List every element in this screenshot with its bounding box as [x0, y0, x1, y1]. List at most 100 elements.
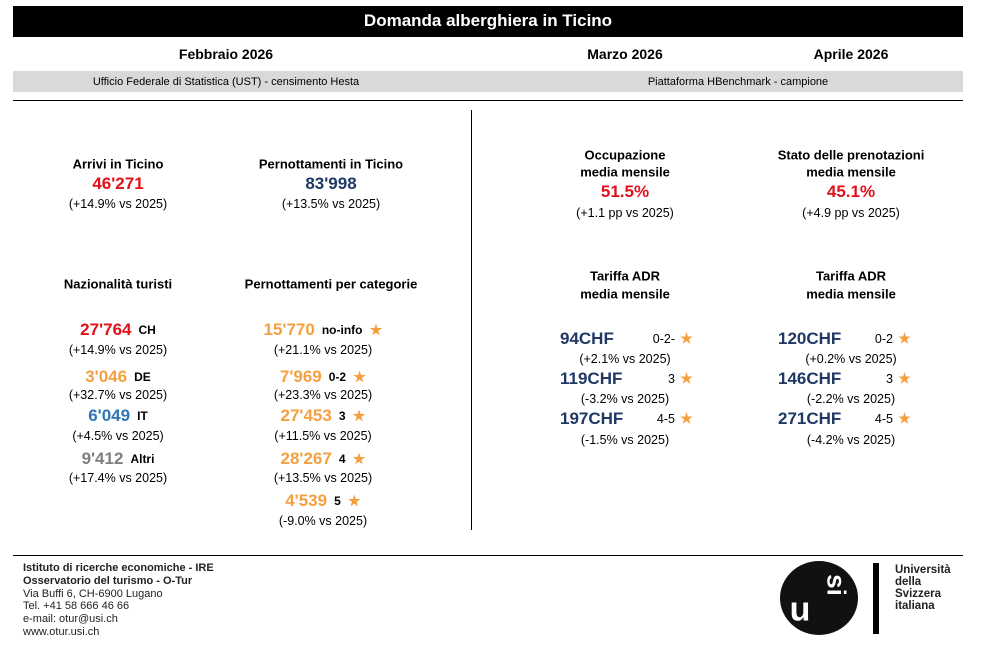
source-bar [13, 71, 963, 92]
value-row: 15'770 no-info [264, 320, 383, 340]
adr-tag: 3 [886, 372, 893, 386]
adr-tag: 0-2 [874, 332, 893, 346]
change: (+4.5% vs 2025) [72, 429, 164, 443]
value: 4'539 [285, 491, 328, 510]
section-label: Tariffa ADR [815, 268, 887, 284]
tag: IT [137, 409, 148, 423]
adr-tag: 0-2- [652, 332, 675, 346]
kpi-value: 83'998 [305, 174, 357, 193]
value: 28'267 [280, 449, 332, 468]
value-row: 7'969 0-2 [280, 367, 366, 387]
kpi-change: (+4.9 pp vs 2025) [802, 206, 900, 220]
change: (+32.7% vs 2025) [68, 388, 168, 402]
change: (+11.5% vs 2025) [274, 429, 372, 443]
section-label: media mensile [580, 286, 670, 302]
value-row: 9'412 Altri [82, 449, 155, 469]
adr-value: 94CHF [560, 329, 614, 348]
value-row: 27'764 CH [80, 320, 156, 340]
footer-line: Via Buffi 6, CH-6900 Lugano [23, 587, 163, 600]
change: (-3.2% vs 2025) [580, 392, 670, 406]
change: (+23.3% vs 2025) [273, 388, 373, 402]
period: Febbraio 2026 [178, 46, 274, 62]
kpi-value: 46'271 [92, 174, 144, 193]
value-row: 28'267 4 [280, 449, 366, 469]
section-label: Nazionalità turisti [63, 276, 173, 292]
value-row: 4'539 5 [285, 491, 361, 511]
logo-name: Svizzera [895, 588, 942, 600]
change: (-1.5% vs 2025) [580, 433, 670, 447]
star-icon [898, 372, 911, 384]
star-icon [680, 412, 693, 424]
value: 15'770 [263, 320, 315, 339]
footer-rule [13, 555, 963, 556]
section-label: Tariffa ADR [589, 268, 661, 284]
kpi-change: (+1.1 pp vs 2025) [576, 206, 674, 220]
star-icon [680, 332, 693, 344]
tag: no-info [321, 323, 363, 337]
change: (+17.4% vs 2025) [68, 471, 168, 485]
footer-line: Istituto di ricerche economiche - IRE [23, 562, 214, 574]
period: Marzo 2026 [587, 46, 663, 62]
change: (-4.2% vs 2025) [806, 433, 896, 447]
adr-tag: 4-5 [656, 412, 675, 426]
logo-name: italiana [895, 600, 935, 612]
value: 7'969 [279, 367, 322, 386]
value: 9'412 [81, 449, 124, 468]
logo-circle [780, 561, 858, 635]
star-icon [352, 452, 366, 465]
header-rule [13, 100, 963, 101]
kpi-label: media mensile [580, 164, 670, 180]
kpi-label: Occupazione [584, 147, 666, 163]
adr-value: 197CHF [560, 409, 624, 428]
kpi-label: Stato delle prenotazioni [777, 147, 925, 163]
logo-si: si [821, 574, 852, 596]
tag: DE [134, 370, 151, 384]
star-icon [898, 412, 911, 424]
change: (-9.0% vs 2025) [278, 514, 368, 528]
value: 3'046 [85, 367, 128, 386]
title: Domanda alberghiera in Ticino [363, 11, 613, 30]
kpi-label: Pernottamenti in Ticino [258, 156, 404, 172]
adr-value: 120CHF [778, 329, 842, 348]
section-label: media mensile [806, 286, 896, 302]
change: (+21.1% vs 2025) [273, 343, 373, 357]
footer-line: e-mail: otur@usi.ch [23, 613, 118, 626]
source: Piattaforma HBenchmark - campione [647, 76, 829, 88]
adr-value: 146CHF [778, 369, 842, 388]
star-icon [353, 370, 366, 383]
change: (-2.2% vs 2025) [806, 392, 896, 406]
value-row: 3'046 DE [85, 367, 151, 387]
value: 6'049 [88, 406, 131, 425]
change: (+0.2% vs 2025) [805, 352, 897, 366]
change: (+2.1% vs 2025) [579, 352, 671, 366]
adr-value: 119CHF [560, 369, 623, 388]
footer-line: www.otur.usi.ch [23, 626, 100, 638]
section-label: Pernottamenti per categorie [244, 276, 418, 292]
adr-tag: 4-5 [874, 412, 893, 426]
logo-bar [873, 563, 879, 634]
logo-name: Università [895, 564, 951, 576]
logo-name: della [895, 576, 922, 588]
kpi-change: (+14.9% vs 2025) [68, 197, 168, 211]
column-divider [471, 110, 472, 530]
change: (+14.9% vs 2025) [68, 343, 168, 357]
logo-u: u [789, 590, 811, 629]
kpi-label: Arrivi in Ticino [72, 156, 164, 172]
kpi-value: 51.5% [600, 182, 650, 201]
tag: Altri [130, 452, 155, 466]
kpi-value: 45.1% [826, 182, 876, 201]
value: 27'764 [80, 320, 132, 339]
tag: CH [138, 323, 156, 337]
star-icon [369, 323, 383, 336]
tag: 0-2 [328, 370, 347, 384]
kpi-label: media mensile [806, 164, 896, 180]
footer-line: Osservatorio del turismo - O-Tur [23, 574, 193, 587]
tag: 4 [338, 452, 346, 466]
value-row: 27'453 3 [280, 406, 366, 426]
star-icon [898, 332, 911, 344]
adr-tag: 3 [668, 372, 675, 386]
change: (+13.5% vs 2025) [273, 471, 373, 485]
source: Ufficio Federale di Statistica (UST) - c… [92, 76, 360, 88]
adr-value: 271CHF [778, 409, 842, 428]
